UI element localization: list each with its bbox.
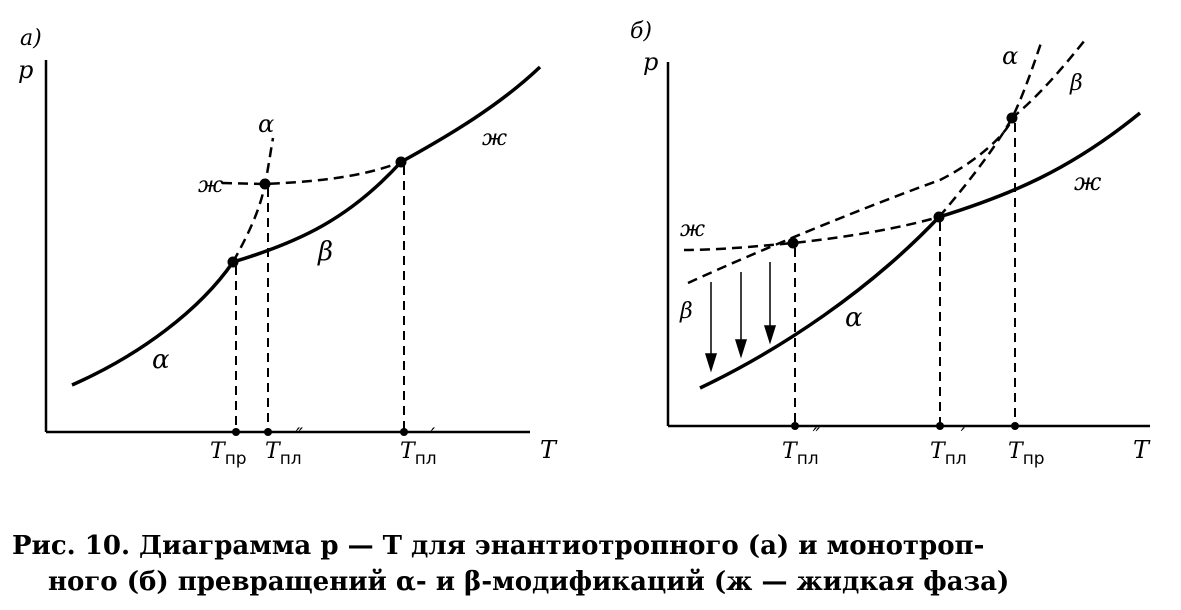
panel-b-beta-upper-label: β	[1069, 71, 1083, 96]
panel-a-tick-label-2: Tпл″	[265, 423, 304, 469]
panel-a-tick-label-3: Tпл′	[400, 423, 437, 469]
panel-b-alpha-dashed	[938, 39, 1044, 218]
panel-a-alpha-curve	[71, 261, 235, 387]
panel-b: б) p T α α β β ж ж Tпл″ Tпл′ Tпр	[630, 19, 1151, 469]
panel-a-T-label: T	[540, 436, 558, 464]
panel-b-beta-left-label: β	[679, 299, 693, 324]
panel-a-alpha-upper-label: α	[258, 110, 274, 138]
panel-b-point-1	[787, 237, 799, 249]
panel-b-liquid-right-label: ж	[1074, 168, 1102, 196]
panel-b-alpha-curve	[699, 215, 941, 390]
panel-b-point-2	[933, 211, 945, 223]
panel-a: а) p T α α β ж ж Tпр Tпл″ Tпл′	[18, 26, 558, 469]
panel-b-liquid-dashed	[683, 215, 940, 252]
panel-a-tag: а)	[20, 26, 42, 51]
panel-a-tick-label-1: Tпр	[210, 439, 247, 469]
panel-b-transition-arrows	[704, 262, 777, 373]
panel-b-alpha-upper-label: α	[1002, 42, 1018, 70]
panel-a-liquid-dashed	[221, 160, 402, 186]
panel-b-tick-label-2: Tпл′	[930, 423, 967, 469]
panel-b-tick-dot-2	[936, 422, 944, 430]
panel-a-point-1	[227, 256, 239, 268]
panel-a-tick-dot-1	[232, 428, 240, 436]
panel-a-alpha-lower-label: α	[152, 345, 170, 375]
figure-caption: Рис. 10. Диаграмма p — T для энантиотроп…	[12, 528, 1172, 600]
panel-b-liquid-curve	[938, 111, 1142, 219]
panel-b-tick-label-3: Tпр	[1008, 439, 1045, 469]
panel-b-alpha-lower-label: α	[845, 303, 863, 333]
caption-line-2: ного (б) превращений α- и β-модификаций …	[48, 567, 1010, 597]
panel-b-tick-dot-1	[791, 422, 799, 430]
panel-b-tick-dot-3	[1011, 422, 1019, 430]
panel-b-tick-label-1: Tпл″	[782, 423, 821, 469]
panel-b-liquid-left-label: ж	[680, 217, 705, 242]
panel-b-T-label: T	[1133, 436, 1151, 464]
panel-a-alpha-dashed	[231, 137, 275, 263]
phase-diagram-figure: а) p T α α β ж ж Tпр Tпл″ Tпл′	[18, 19, 1151, 469]
panel-a-p-label: p	[18, 56, 33, 84]
panel-a-liquid-left-label: ж	[198, 173, 223, 198]
panel-b-point-3	[1006, 112, 1018, 124]
panel-a-tick-dot-2	[264, 428, 272, 436]
panel-a-liquid-curve	[400, 65, 542, 164]
panel-b-arrowhead-3	[763, 325, 777, 345]
panel-b-arrowhead-1	[704, 353, 718, 373]
panel-a-point-3	[395, 156, 407, 168]
caption-line-1: Рис. 10. Диаграмма p — T для энантиотроп…	[12, 531, 985, 561]
panel-a-beta-curve	[232, 160, 403, 264]
panel-a-tick-dot-3	[400, 428, 408, 436]
panel-a-beta-label: β	[317, 237, 333, 267]
panel-a-point-2	[259, 178, 271, 190]
panel-b-beta-dashed	[687, 39, 1086, 285]
panel-b-arrowhead-2	[734, 339, 748, 359]
panel-b-p-label: p	[643, 48, 658, 76]
panel-b-tag: б)	[630, 19, 652, 44]
panel-a-liquid-right-label: ж	[482, 126, 507, 151]
